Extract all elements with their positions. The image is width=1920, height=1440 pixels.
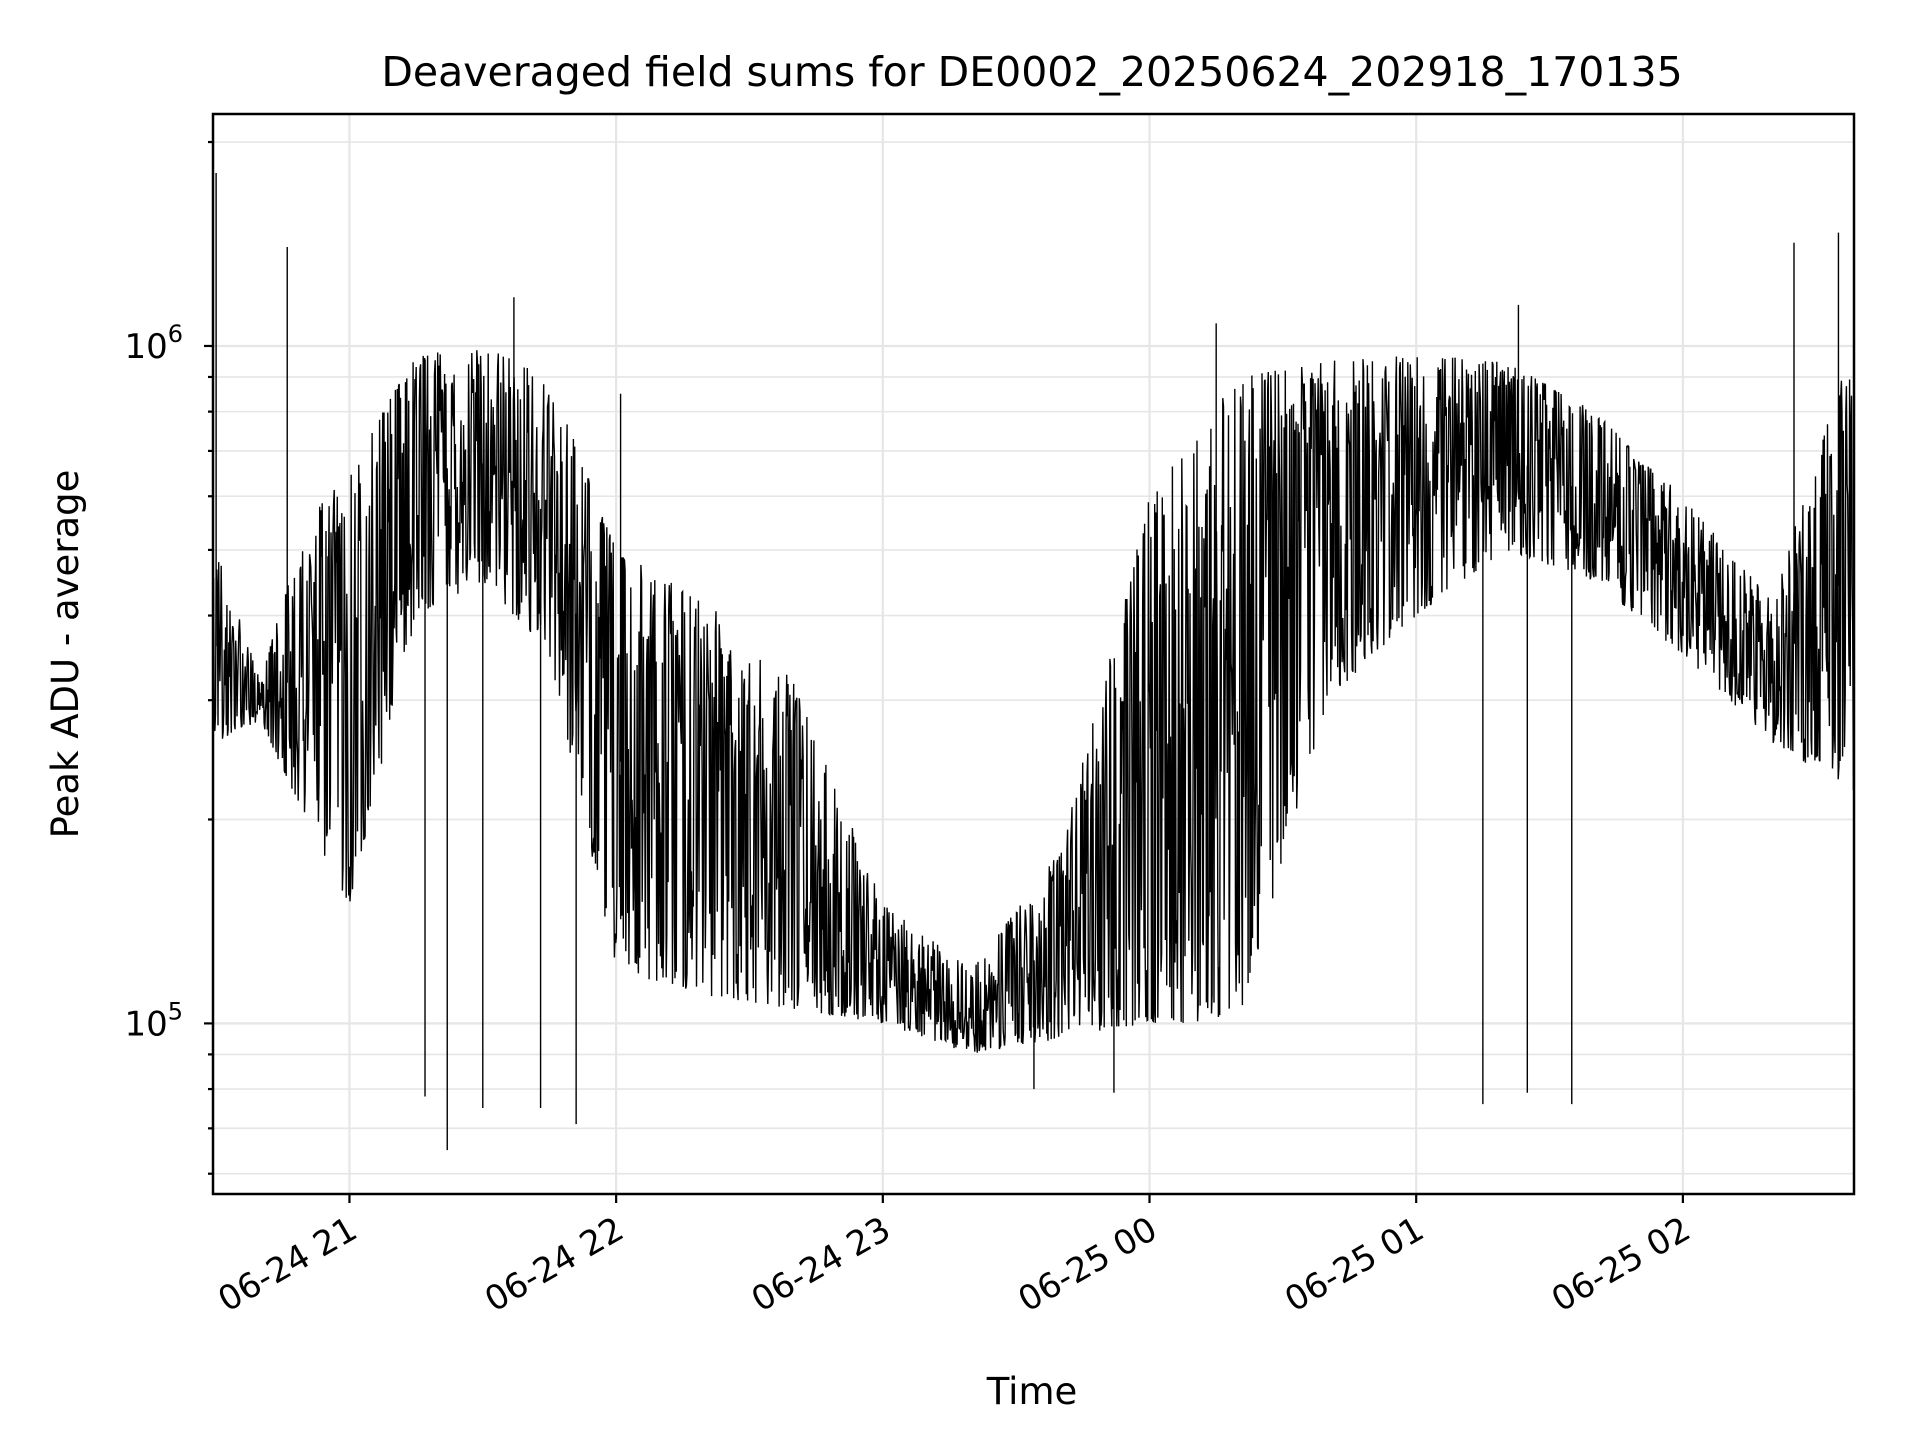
series-line — [212, 350, 1855, 1053]
x-axis-label: Time — [986, 1370, 1078, 1413]
x-axis: 06-24 21 06-24 22 06-24 23 06-25 00 06-25 01… — [212, 1194, 1697, 1320]
x-tick-label: 06-24 23 — [745, 1209, 897, 1320]
plot-area — [212, 173, 1855, 1151]
y-tick-label: 105 — [124, 997, 183, 1044]
x-tick-label: 06-25 00 — [1012, 1209, 1164, 1320]
y-axis: 105 106 — [124, 140, 213, 1175]
y-axis-label: Peak ADU - average — [44, 470, 87, 839]
x-tick-label: 06-24 22 — [478, 1209, 630, 1320]
x-tick-label: 06-24 21 — [212, 1209, 364, 1320]
x-tick-label: 06-25 02 — [1545, 1209, 1697, 1320]
y-tick-exponent: 6 — [168, 320, 183, 348]
plot-frame — [211, 112, 1856, 1196]
x-tick-label: 06-25 01 — [1278, 1209, 1430, 1320]
chart-title: Deaveraged field sums for DE0002_2025062… — [381, 48, 1682, 96]
y-tick-label: 106 — [124, 320, 183, 367]
y-tick-exponent: 5 — [168, 997, 183, 1025]
